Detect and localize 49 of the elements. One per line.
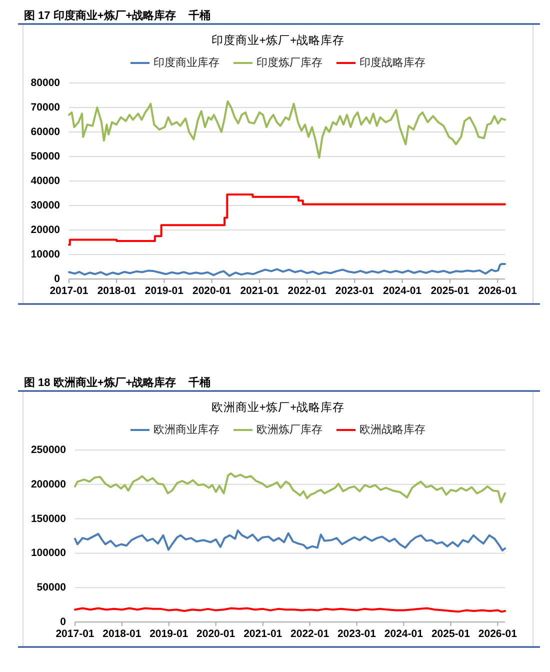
y-tick-label: 150000 — [30, 512, 66, 525]
x-tick-label: 2023-01 — [335, 285, 374, 297]
x-tick-label: 2018-01 — [102, 628, 142, 640]
x-tick-label: 2026-01 — [478, 285, 517, 297]
legend-label: 印度炼厂库存 — [256, 56, 322, 69]
chart-subtitle: 欧洲商业+炼厂+战略库存 — [211, 400, 345, 414]
y-tick-label: 30000 — [30, 200, 60, 212]
line-series — [74, 529, 506, 552]
y-tick-label: 250000 — [30, 444, 66, 456]
x-tick-label: 2022-01 — [290, 628, 330, 640]
x-tick-label: 2019-01 — [144, 285, 184, 297]
y-tick-label: 70000 — [30, 102, 60, 114]
legend-label: 欧洲商业库存 — [154, 423, 220, 436]
y-tick-label: 10000 — [30, 248, 60, 260]
x-tick-label: 2020-01 — [196, 628, 236, 640]
legend-label: 印度战略库存 — [360, 56, 426, 69]
x-tick-label: 2021-01 — [244, 628, 282, 640]
x-tick-label: 2022-01 — [288, 285, 326, 297]
chart-subtitle: 印度商业+炼厂+战略库存 — [211, 33, 345, 47]
y-tick-label: 20000 — [30, 224, 60, 236]
legend-label: 欧洲炼厂库存 — [256, 423, 322, 436]
legend-label: 欧洲战略库存 — [360, 423, 426, 436]
y-tick-label: 80000 — [30, 77, 60, 89]
y-tick-label: 0 — [54, 273, 60, 285]
legend-label: 印度商业库存 — [154, 56, 220, 69]
chart-title: 图 18 欧洲商业+炼厂+战略库存 千桶 — [24, 376, 210, 389]
line-series — [68, 263, 506, 277]
x-tick-label: 2021-01 — [240, 285, 279, 297]
y-tick-label: 50000 — [30, 150, 60, 162]
line-series — [68, 100, 506, 159]
y-tick-label: 0 — [60, 616, 66, 628]
y-tick-label: 40000 — [30, 175, 60, 187]
x-tick-label: 2024-01 — [384, 628, 424, 640]
x-tick-label: 2025-01 — [430, 285, 470, 297]
y-tick-label: 200000 — [30, 478, 66, 490]
x-tick-label: 2019-01 — [150, 628, 188, 640]
x-tick-label: 2017-01 — [50, 285, 88, 297]
x-tick-label: 2017-01 — [56, 628, 94, 640]
line-series — [74, 472, 506, 504]
chart-title: 图 17 印度商业+炼厂+战略库存 千桶 — [24, 9, 210, 22]
x-tick-label: 2018-01 — [97, 285, 136, 297]
y-tick-label: 60000 — [30, 126, 60, 138]
x-tick-label: 2023-01 — [337, 628, 376, 640]
x-tick-label: 2024-01 — [382, 285, 422, 297]
x-tick-label: 2025-01 — [431, 628, 470, 640]
y-tick-label: 50000 — [36, 582, 66, 594]
x-tick-label: 2026-01 — [478, 628, 518, 640]
x-tick-label: 2020-01 — [192, 285, 232, 297]
y-tick-label: 100000 — [30, 547, 66, 560]
